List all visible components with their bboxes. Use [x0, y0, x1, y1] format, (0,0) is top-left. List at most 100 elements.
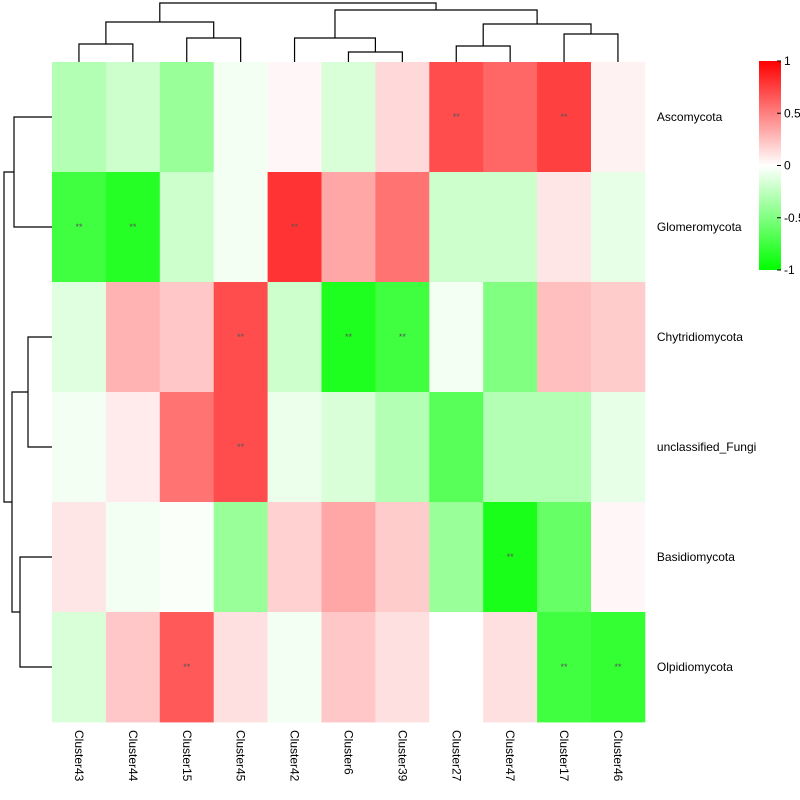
legend-tick-label: 1: [784, 54, 791, 68]
column-label: Cluster42: [288, 730, 302, 782]
heatmap-cell: [267, 502, 322, 613]
dendrogram-branch: [19, 556, 52, 668]
row-label: Olpidiomycota: [657, 660, 733, 674]
heatmap-cell: [213, 392, 268, 503]
row-label: unclassified_Fungi: [657, 440, 756, 454]
heatmap-cell: [375, 172, 430, 283]
dendrogram-branch: [482, 23, 592, 46]
significance-mark: **: [237, 332, 245, 342]
significance-mark: **: [237, 442, 245, 452]
legend-tick-label: -0.5: [784, 211, 800, 225]
heatmap-cell: [321, 502, 376, 613]
heatmap-cell: [105, 282, 161, 393]
heatmap-cell: [375, 62, 430, 173]
row-labels: Ascomycota Glomeromycota Chytridiomycota un…: [657, 110, 756, 674]
heatmap-cell: [321, 612, 376, 723]
dendrogram-branch: [563, 33, 619, 62]
heatmap-cell: [213, 62, 268, 173]
heatmap-cell: [537, 62, 592, 173]
heatmap-cell: [159, 62, 215, 173]
heatmap-cell: [267, 392, 322, 503]
heatmap-cell: [213, 502, 268, 613]
heatmap-cell: [267, 612, 322, 723]
row-label: Basidiomycota: [657, 550, 735, 564]
row-dendrogram: [3, 116, 52, 668]
column-label: Cluster43: [72, 730, 86, 782]
heatmap-cell: [321, 282, 376, 393]
legend-color-bar: [759, 61, 781, 270]
column-label: Cluster46: [611, 730, 625, 782]
heatmap-cell: [52, 282, 107, 393]
heatmap-cell: [483, 282, 538, 393]
dendrogram-branch: [455, 45, 511, 62]
significance-mark: **: [614, 662, 622, 672]
column-label: Cluster44: [126, 730, 140, 782]
heatmap-cell: [483, 392, 538, 503]
dendrogram-branch: [78, 43, 134, 62]
heatmap-cell: [213, 172, 268, 283]
dendrogram-branch: [3, 171, 14, 503]
heatmap-cell: [267, 282, 322, 393]
heatmap-cell: [429, 392, 484, 503]
heatmap-cell: [52, 392, 107, 503]
heatmap-cell: [375, 392, 430, 503]
column-labels: Cluster43 Cluster44 Cluster15 Cluster45 Clus…: [72, 730, 625, 782]
heatmap-cell: [591, 172, 646, 283]
significance-mark: **: [183, 662, 191, 672]
heatmap-cell: [483, 612, 538, 723]
heatmap-cell: [159, 282, 215, 393]
row-label: Ascomycota: [657, 110, 723, 124]
heatmap-cells: [52, 62, 646, 723]
heatmap-cell: [105, 612, 161, 723]
row-label: Chytridiomycota: [657, 330, 743, 344]
heatmap-cell: [429, 612, 484, 723]
heatmap-cell: [321, 392, 376, 503]
heatmap-cell: [267, 62, 322, 173]
legend-tick-label: -1: [784, 263, 795, 277]
column-label: Cluster45: [234, 730, 248, 782]
heatmap-cell: [591, 612, 646, 723]
heatmap-cell: [591, 62, 646, 173]
heatmap-cell: [159, 172, 215, 283]
dendrogram-branch: [347, 51, 403, 62]
heatmap-cell: [52, 172, 107, 283]
heatmap-cell: [537, 502, 592, 613]
heatmap-cell: [429, 172, 484, 283]
heatmap-cell: [537, 282, 592, 393]
heatmap-cell: [591, 502, 646, 613]
heatmap-cell: [321, 172, 376, 283]
heatmap-cell: [105, 392, 161, 503]
dendrogram-branch: [27, 336, 52, 448]
heatmap-cell: [159, 612, 215, 723]
heatmap-cell: [537, 612, 592, 723]
column-label: Cluster15: [180, 730, 194, 782]
heatmap-cell: [267, 172, 322, 283]
significance-mark: **: [345, 332, 353, 342]
column-dendrogram: [78, 2, 619, 62]
heatmap-cell: [213, 612, 268, 723]
heatmap-cell: [52, 62, 107, 173]
column-label: Cluster17: [557, 730, 571, 782]
dendrogram-branch: [186, 37, 242, 62]
heatmap-cell: [105, 62, 161, 173]
column-label: Cluster47: [503, 730, 517, 782]
dendrogram-branch: [159, 2, 437, 22]
heatmap-cell: [213, 282, 268, 393]
significance-mark: **: [561, 112, 569, 122]
heatmap-cell: [375, 282, 430, 393]
dendrogram-branch: [293, 37, 376, 62]
significance-mark: **: [399, 332, 407, 342]
heatmap-cell: [591, 392, 646, 503]
heatmap-cell: [375, 502, 430, 613]
column-label: Cluster6: [341, 730, 355, 775]
heatmap-cell: [483, 62, 538, 173]
heatmap-cell: [105, 502, 161, 613]
row-label: Glomeromycota: [657, 220, 742, 234]
significance-marks: ** ** ** ** ** ** ** ** ** ** ** ** **: [75, 112, 622, 672]
significance-mark: **: [561, 662, 569, 672]
heatmap-cell: [483, 502, 538, 613]
heatmap-cell: [483, 172, 538, 283]
legend-tick-label: 0.5: [784, 106, 800, 120]
heatmap-cell: [52, 502, 107, 613]
